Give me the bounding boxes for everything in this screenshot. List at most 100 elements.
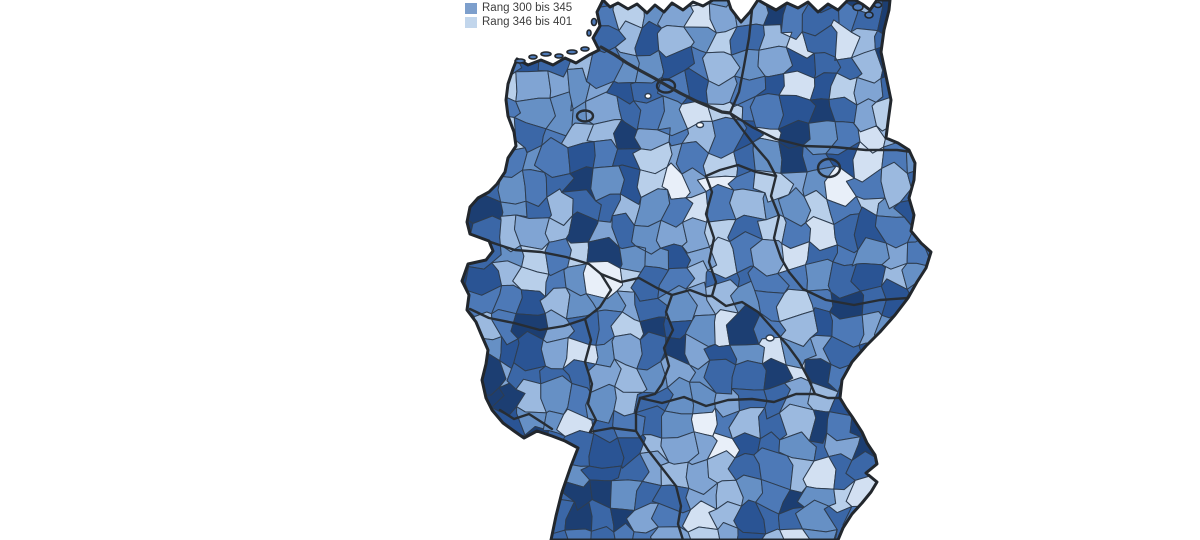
district-cell [951, 219, 973, 246]
district-cell [923, 479, 931, 512]
district-cell [921, 287, 931, 322]
district-cell [948, 0, 985, 4]
district-cell [921, 266, 931, 297]
legend: Rang 300 bis 345 Rang 346 bis 401 [465, 1, 572, 29]
district-cell [729, 188, 767, 221]
district-cell [880, 479, 908, 510]
district-cell [920, 194, 931, 228]
district-cell [466, 90, 508, 127]
district-cell [950, 480, 982, 514]
district-cell [945, 259, 982, 299]
district-cell [462, 435, 470, 462]
district-cell [951, 342, 982, 370]
district-cell [735, 527, 767, 540]
district-cell [950, 504, 981, 532]
district-cell [949, 191, 971, 227]
district-cell [462, 2, 469, 27]
district-cell [923, 67, 931, 110]
district-cell [922, 0, 931, 10]
district-cell [731, 360, 767, 391]
district-cell [462, 165, 475, 199]
district-cell [946, 411, 982, 442]
district-cell [898, 312, 931, 339]
district-cell [497, 434, 527, 467]
legend-item: Rang 346 bis 401 [465, 15, 572, 29]
district-cell [897, 479, 931, 510]
district-cell [462, 458, 504, 490]
district-cell [564, 528, 596, 540]
district-cell [849, 411, 884, 438]
district-cell [953, 386, 977, 423]
district-cell [516, 529, 550, 540]
district-cell [917, 53, 931, 83]
district-cell [462, 330, 475, 368]
district-cell [950, 316, 982, 344]
district-cell [925, 499, 931, 538]
district-cell [877, 333, 910, 370]
district-cell [950, 530, 981, 540]
district-cell [463, 507, 511, 530]
district-cell [880, 527, 914, 540]
district-cell [922, 19, 931, 63]
district-cell [462, 96, 479, 122]
district-cell [873, 356, 907, 392]
district-cell [901, 454, 929, 486]
district-cell [462, 315, 475, 338]
district-cell [897, 102, 931, 123]
district-cell [946, 242, 981, 268]
district-cell [947, 459, 982, 491]
district-cell [462, 484, 503, 518]
district-cell [897, 409, 929, 439]
district-cell [900, 76, 931, 105]
district-cell [462, 359, 475, 400]
district-cell [881, 504, 908, 531]
district-cell [473, 47, 503, 78]
district-cell [522, 481, 549, 510]
district-cell [921, 437, 931, 462]
state-borders [468, 8, 914, 540]
district-cell [462, 410, 471, 440]
berlin-city-border [816, 157, 842, 179]
district-cell [900, 354, 931, 389]
district-cell [524, 456, 559, 491]
legend-label: Rang 300 bis 345 [482, 1, 573, 14]
white-enclave-districts [644, 92, 775, 342]
district-cell [619, 245, 647, 273]
district-cell [515, 70, 552, 103]
district-cell [924, 358, 931, 394]
district-cell [496, 460, 531, 490]
district-cell [958, 288, 976, 322]
district-cell [874, 427, 910, 458]
hamburg-city-border [655, 78, 677, 94]
district-cell [779, 528, 812, 540]
district-cell [921, 147, 931, 175]
district-cell [462, 386, 473, 418]
district-cell [906, 144, 931, 175]
district-cell [462, 152, 479, 177]
district-cell [903, 333, 931, 366]
district-cell [921, 102, 931, 127]
district-cell [849, 527, 885, 540]
district-cell [898, 119, 931, 148]
district-cell [872, 383, 902, 412]
district-cell [635, 0, 672, 6]
district-cell [752, 137, 783, 174]
district-cell [948, 53, 977, 76]
district-cell [898, 0, 931, 10]
district-cell [462, 525, 475, 540]
legend-label: Rang 346 bis 401 [482, 15, 573, 28]
district-cell [462, 42, 484, 81]
district-cell [462, 478, 473, 509]
district-cell [947, 72, 985, 104]
elbe-river [599, 45, 732, 115]
district-cell [955, 0, 983, 28]
district-cell [901, 29, 928, 55]
district-cell [515, 502, 545, 536]
district-cell [473, 73, 503, 98]
district-cell [941, 162, 980, 196]
district-cell [946, 137, 978, 168]
district-cell [939, 101, 978, 126]
district-cell [514, 214, 550, 250]
